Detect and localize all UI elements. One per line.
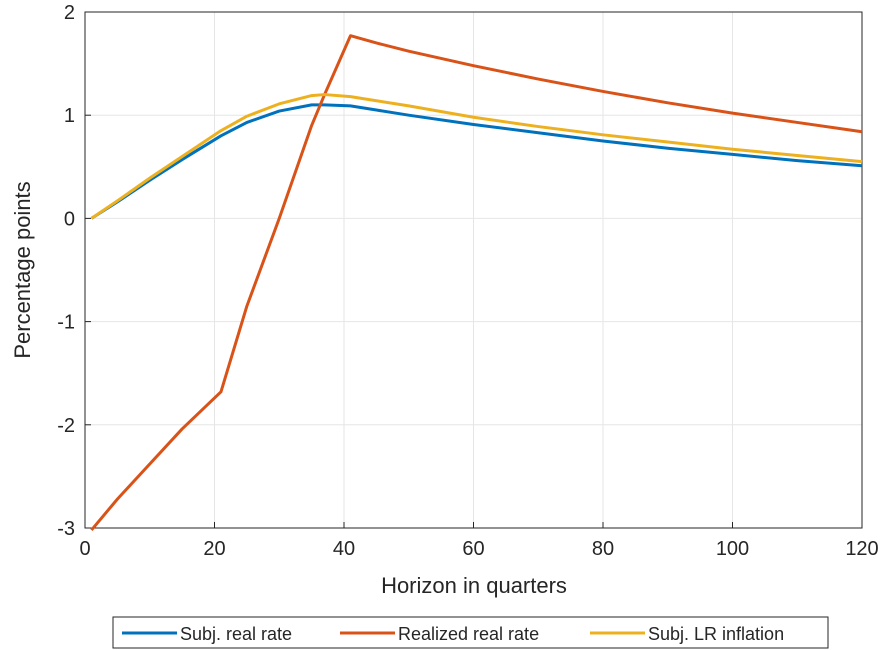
y-axis-label: Percentage points xyxy=(10,181,35,358)
legend-box xyxy=(112,616,829,649)
x-tick-label: 120 xyxy=(845,538,878,560)
axes-box xyxy=(84,11,863,529)
x-tick-label: 80 xyxy=(592,538,614,560)
y-tick-label: -3 xyxy=(57,518,75,540)
series-line xyxy=(90,93,863,220)
y-tick-label: -1 xyxy=(57,312,75,334)
y-tick-label: -2 xyxy=(57,415,75,437)
legend-label: Subj. LR inflation xyxy=(648,624,784,644)
y-tick-label: 0 xyxy=(64,208,75,230)
y-tick-label: 2 xyxy=(64,2,75,24)
x-tick-label: 0 xyxy=(79,538,90,560)
x-axis-label: Horizon in quarters xyxy=(381,573,567,598)
series-line xyxy=(90,34,863,532)
series-line xyxy=(90,103,863,220)
y-tick-label: 1 xyxy=(64,105,75,127)
x-tick-label: 100 xyxy=(716,538,749,560)
legend-label: Realized real rate xyxy=(398,624,539,644)
x-tick-label: 60 xyxy=(462,538,484,560)
x-tick-label: 40 xyxy=(333,538,355,560)
x-tick-label: 20 xyxy=(203,538,225,560)
legend-label: Subj. real rate xyxy=(180,624,292,644)
